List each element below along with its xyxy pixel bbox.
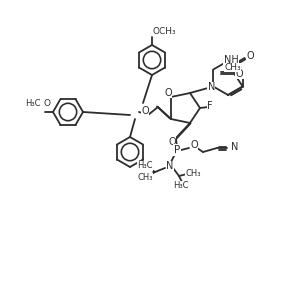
Text: OCH₃: OCH₃ — [152, 26, 176, 35]
Text: H₃C: H₃C — [25, 100, 41, 109]
Text: O: O — [141, 106, 149, 116]
Text: O: O — [236, 69, 244, 79]
Text: NH: NH — [224, 55, 238, 65]
Text: O: O — [190, 140, 198, 150]
Text: F: F — [207, 101, 213, 111]
Text: N: N — [231, 142, 239, 152]
Text: CH₃: CH₃ — [224, 63, 241, 72]
Text: H₃C: H₃C — [137, 161, 153, 170]
Text: O: O — [44, 100, 50, 109]
Text: P: P — [174, 145, 180, 155]
Text: O: O — [168, 137, 176, 147]
Text: O: O — [164, 88, 172, 98]
Text: CH₃: CH₃ — [137, 173, 153, 182]
Text: N: N — [166, 161, 174, 171]
Text: N: N — [208, 82, 215, 92]
Text: O: O — [247, 51, 254, 61]
Text: CH₃: CH₃ — [185, 169, 201, 178]
Text: H₃C: H₃C — [173, 182, 189, 190]
